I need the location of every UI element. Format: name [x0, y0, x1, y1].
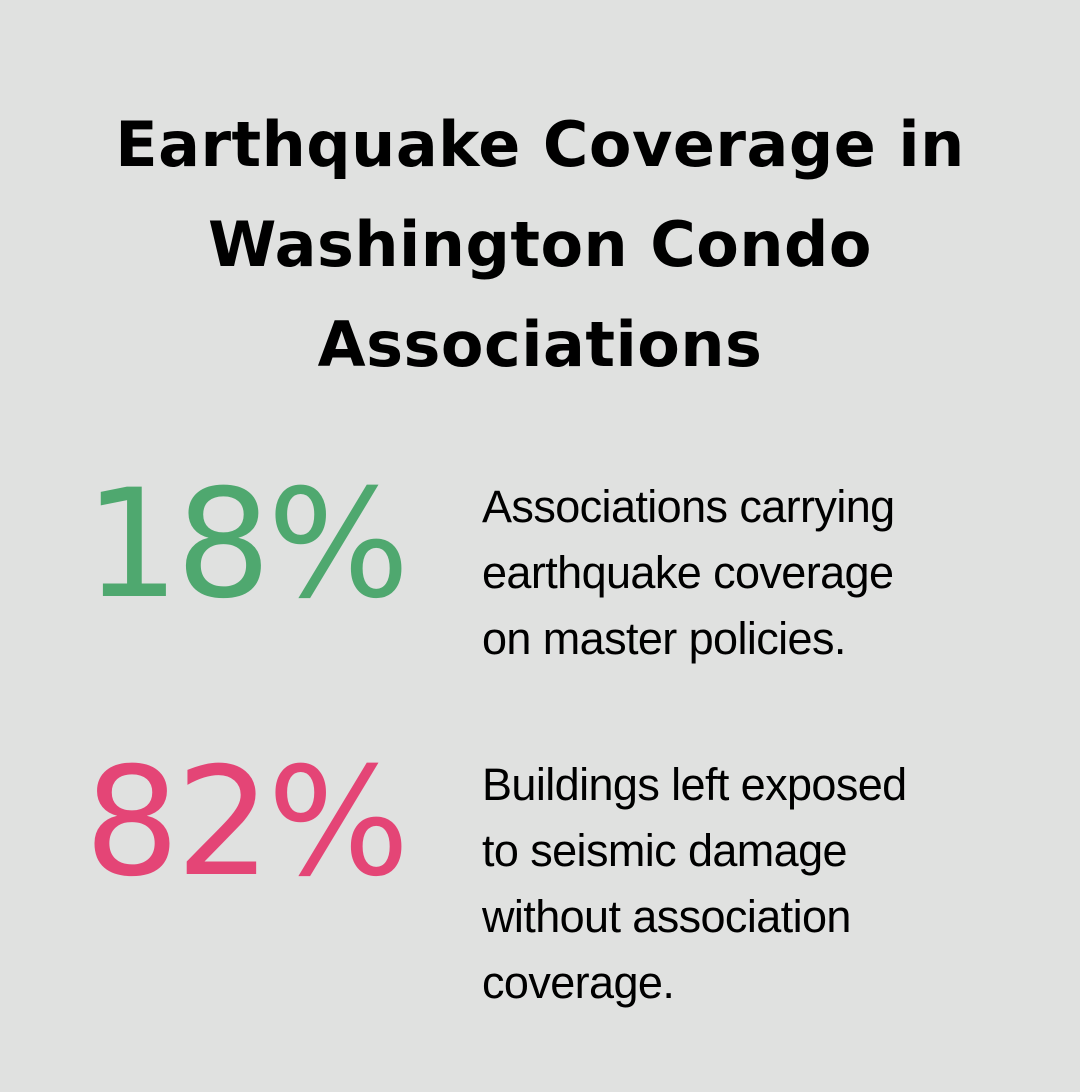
stat-value-82: 82% [84, 736, 409, 910]
desc-line: Buildings left exposed [482, 759, 907, 810]
desc-line: without association [482, 891, 851, 942]
stat-value-18: 18% [84, 458, 409, 632]
desc-line: to seismic damage [482, 825, 848, 876]
stat-description-82: Buildings left exposed to seismic damage… [482, 752, 1042, 1016]
stat-description-18: Associations carrying earthquake coverag… [482, 474, 1042, 672]
desc-line: on master policies. [482, 613, 846, 664]
desc-line: Associations carrying [482, 481, 895, 532]
title-line: Washington Condo [208, 208, 872, 281]
title-line: Associations [317, 308, 763, 381]
desc-line: coverage. [482, 957, 675, 1008]
title-line: Earthquake Coverage in [115, 108, 965, 181]
page-title: Earthquake Coverage in Washington Condo … [0, 95, 1080, 395]
desc-line: earthquake coverage [482, 547, 894, 598]
